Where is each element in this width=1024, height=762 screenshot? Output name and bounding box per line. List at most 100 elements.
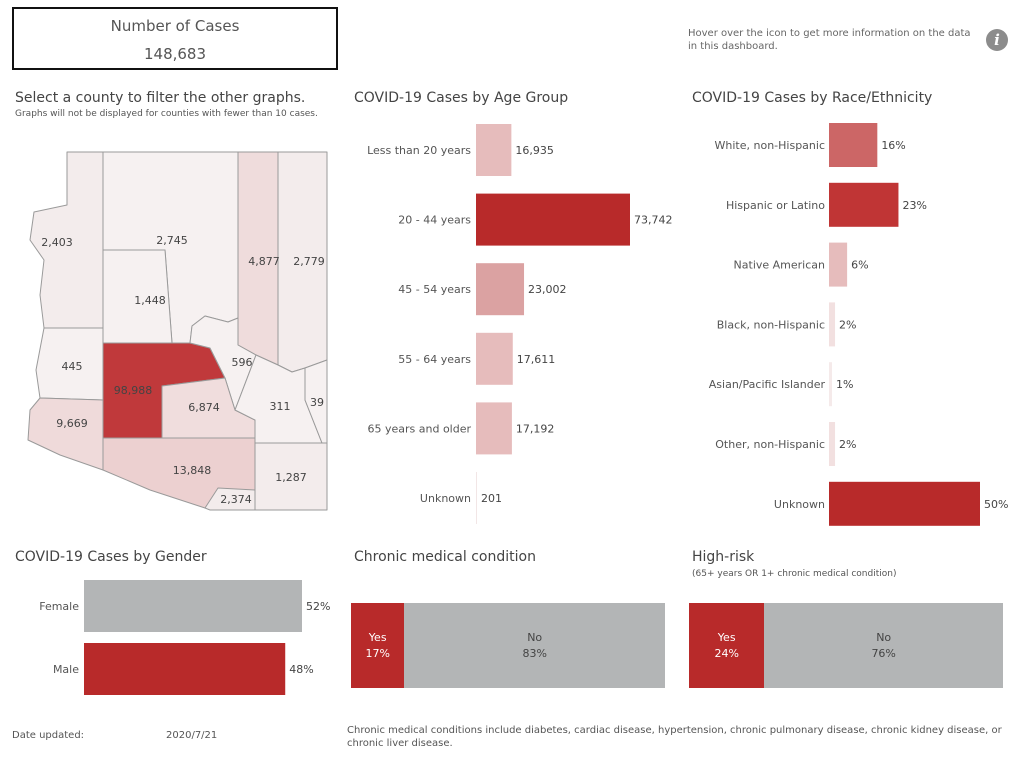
chronic-footnote: Chronic medical conditions include diabe… <box>347 725 1002 749</box>
race-category-label: Black, non-Hispanic <box>717 318 825 331</box>
race-category-label: White, non-Hispanic <box>715 139 825 152</box>
race-category-label: Native American <box>734 259 825 272</box>
race-bar[interactable] <box>829 182 899 227</box>
age-bar[interactable] <box>476 124 512 176</box>
race-value-label: 2% <box>839 438 856 451</box>
chronic-segment-label: Yes 17% <box>351 630 404 662</box>
race-value-label: 2% <box>839 318 856 331</box>
race-category-label: Hispanic or Latino <box>726 199 825 212</box>
highrisk-segment-category: No <box>876 630 892 644</box>
chronic-chart-title: Chronic medical condition <box>354 549 536 565</box>
gender-category-label: Female <box>39 600 79 613</box>
race-bar[interactable] <box>829 481 980 526</box>
race-bar[interactable] <box>829 362 833 407</box>
race-value-label: 16% <box>881 139 905 152</box>
highrisk-segment[interactable]: No 76% <box>764 603 1003 688</box>
case-count-value: 148,683 <box>143 45 207 63</box>
race-chart-title: COVID-19 Cases by Race/Ethnicity <box>692 90 933 106</box>
county-4-label: 1,448 <box>134 294 166 307</box>
gender-chart-title: COVID-19 Cases by Gender <box>15 549 207 565</box>
gender-category-label: Male <box>53 663 79 676</box>
race-chart: White, non-Hispanic 16% Hispanic or Latino… <box>709 123 1008 526</box>
county-9-label: 311 <box>270 400 291 413</box>
age-value-label: 16,935 <box>515 144 554 157</box>
age-value-label: 201 <box>481 492 502 505</box>
age-value-label: 17,611 <box>517 353 556 366</box>
highrisk-segment-value: 76% <box>871 646 896 660</box>
age-value-label: 73,742 <box>634 214 673 227</box>
gender-bar[interactable] <box>84 643 286 695</box>
county-map: 2,403 2,745 4,877 2,779 1,448 445 98,988… <box>27 151 328 511</box>
date-updated-label: Date updated: <box>12 730 85 741</box>
chronic-segment-value: 83% <box>522 646 547 660</box>
age-bar[interactable] <box>476 472 477 524</box>
highrisk-chart-title: High-risk <box>692 549 755 565</box>
gender-value-label: 48% <box>289 663 313 676</box>
map-title: Select a county to filter the other grap… <box>15 90 306 106</box>
race-category-label: Other, non-Hispanic <box>715 438 825 451</box>
chronic-segment-category: No <box>527 630 543 644</box>
age-category-label: Unknown <box>420 492 471 505</box>
map-subtitle: Graphs will not be displayed for countie… <box>15 109 318 119</box>
highrisk-segment-value: 24% <box>714 646 739 660</box>
county-3-label: 2,779 <box>293 255 325 268</box>
gender-value-label: 52% <box>306 600 330 613</box>
chronic-segment-value: 17% <box>365 646 390 660</box>
case-count-card: Number of Cases 148,683 <box>12 7 338 70</box>
county-6-label: 98,988 <box>114 384 153 397</box>
county-14[interactable] <box>204 487 256 511</box>
county-0-label: 2,403 <box>41 236 73 249</box>
county-13-label: 1,287 <box>275 471 307 484</box>
highrisk-segment-category: Yes <box>717 630 736 644</box>
age-category-label: 20 - 44 years <box>398 214 471 227</box>
county-5-label: 445 <box>62 360 83 373</box>
county-10-label: 39 <box>310 396 324 409</box>
highrisk-segment-label: Yes 24% <box>689 630 764 662</box>
gender-bar[interactable] <box>84 580 302 632</box>
highrisk-chart: Yes 24% No 76% <box>689 603 1003 688</box>
date-updated-value: 2020/7/21 <box>166 730 218 741</box>
county-14-label: 2,374 <box>220 493 252 506</box>
race-value-label: 6% <box>851 259 868 272</box>
race-category-label: Asian/Pacific Islander <box>709 378 826 391</box>
race-bar[interactable] <box>829 123 878 167</box>
age-bar[interactable] <box>476 193 630 246</box>
race-value-label: 23% <box>902 199 926 212</box>
case-count-label: Number of Cases <box>110 17 240 35</box>
info-icon[interactable]: i <box>986 29 1008 51</box>
age-category-label: 55 - 64 years <box>398 353 471 366</box>
race-bar[interactable] <box>829 242 848 287</box>
age-chart-title: COVID-19 Cases by Age Group <box>354 90 569 106</box>
chronic-segment-category: Yes <box>368 630 387 644</box>
age-category-label: 65 years and older <box>367 422 471 435</box>
age-bar[interactable] <box>476 263 525 316</box>
age-value-label: 23,002 <box>528 283 567 296</box>
age-bar[interactable] <box>476 402 512 455</box>
age-chart: Less than 20 years 16,935 20 - 44 years 73,… <box>367 124 673 524</box>
county-7-label: 596 <box>232 356 253 369</box>
chronic-segment-label: No 83% <box>404 630 665 662</box>
age-bar[interactable] <box>476 332 513 385</box>
county-11-label: 9,669 <box>56 417 88 430</box>
chronic-segment[interactable]: No 83% <box>404 603 665 688</box>
county-2-label: 4,877 <box>248 255 280 268</box>
gender-chart: Female 52% Male 48% <box>39 580 330 695</box>
highrisk-chart-subtitle: (65+ years OR 1+ chronic medical conditi… <box>692 569 897 579</box>
age-category-label: 45 - 54 years <box>398 283 471 296</box>
chronic-segment[interactable]: Yes 17% <box>351 603 405 688</box>
race-bar[interactable] <box>829 422 836 466</box>
race-value-label: 1% <box>836 378 853 391</box>
highrisk-segment[interactable]: Yes 24% <box>689 603 765 688</box>
county-13[interactable] <box>254 442 328 511</box>
county-11[interactable] <box>27 397 104 471</box>
county-8-label: 6,874 <box>188 401 220 414</box>
age-category-label: Less than 20 years <box>367 144 471 157</box>
county-1-label: 2,745 <box>156 234 188 247</box>
chronic-chart: Yes 17% No 83% <box>351 603 665 688</box>
race-value-label: 50% <box>984 498 1008 511</box>
race-bar[interactable] <box>829 302 836 347</box>
county-12-label: 13,848 <box>173 464 212 477</box>
highrisk-segment-label: No 76% <box>764 630 1003 662</box>
age-value-label: 17,192 <box>516 422 555 435</box>
info-hint-text: Hover over the icon to get more informat… <box>688 28 971 52</box>
